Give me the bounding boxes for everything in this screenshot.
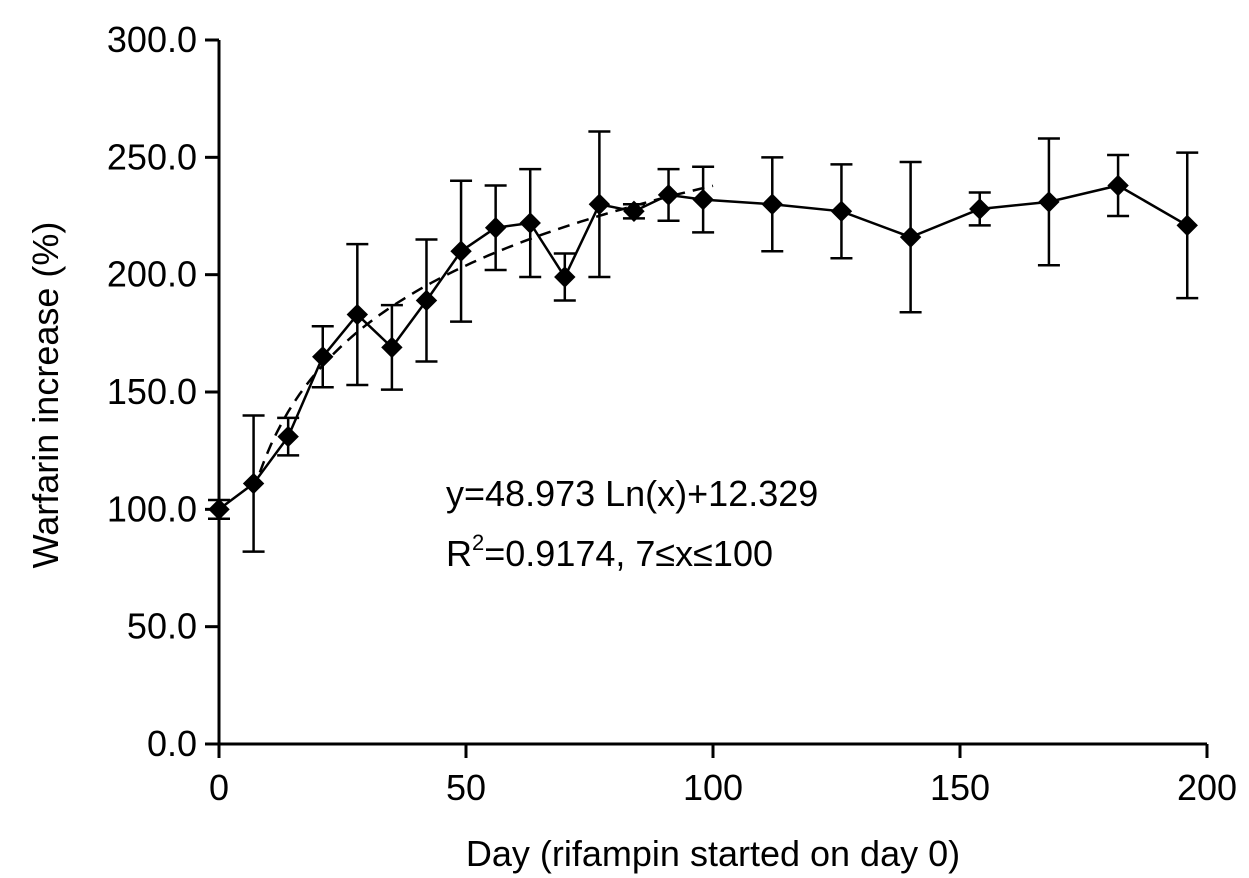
y-tick-label: 200.0 [107, 254, 197, 295]
data-point-diamond [1176, 214, 1198, 237]
y-tick-label: 100.0 [107, 488, 197, 529]
y-tick-label: 0.0 [147, 723, 197, 764]
data-point-diamond [657, 184, 680, 206]
data-point-diamond [484, 217, 507, 239]
x-ticks: 0 50 100 150 200 [209, 744, 1237, 808]
data-point-diamond [242, 472, 265, 495]
y-tick-label: 250.0 [107, 136, 197, 177]
x-axis-title: Day (rifampin started on day 0) [466, 833, 960, 874]
data-point-diamond [899, 226, 922, 248]
y-ticks: 0.0 50.0 100.0 150.0 200.0 250.0 300.0 [107, 19, 219, 764]
data-point-diamond [312, 346, 334, 368]
y-axis-title: Warfarin increase (%) [25, 222, 66, 569]
y-tick-label: 150.0 [107, 371, 197, 412]
x-tick-label: 150 [930, 767, 990, 808]
data-point-diamond [969, 198, 991, 220]
data-point-diamond [830, 200, 853, 223]
fit-r-squared-label: R2=0.9174, 7≤x≤100 [446, 530, 773, 574]
r-exponent: 2 [472, 530, 484, 555]
data-point-diamond [415, 289, 438, 312]
fit-equation-label: y=48.973 Ln(x)+12.329 [446, 473, 818, 514]
x-tick-label: 50 [446, 767, 486, 808]
marks-layer [208, 130, 1199, 553]
x-tick-label: 0 [209, 767, 229, 808]
data-point-diamond [623, 200, 645, 223]
data-point-diamond [450, 240, 472, 262]
data-point-diamond [346, 303, 369, 326]
data-point-diamond [692, 188, 714, 211]
x-tick-label: 100 [683, 767, 743, 808]
y-tick-label: 50.0 [127, 606, 197, 647]
data-point-diamond [1107, 174, 1129, 197]
data-point-diamond [588, 193, 611, 215]
data-point-diamond [761, 193, 783, 215]
y-tick-label: 300.0 [107, 19, 197, 60]
data-point-diamond [554, 266, 576, 288]
data-point-diamond [519, 212, 541, 234]
series-line [218, 184, 1188, 511]
data-point-diamond [381, 336, 403, 359]
data-point-diamond [277, 425, 299, 448]
r2-value: =0.9174, 7≤x≤100 [484, 533, 773, 574]
data-point-diamond [1038, 191, 1060, 213]
r-symbol: R [446, 533, 472, 574]
x-tick-label: 200 [1177, 767, 1237, 808]
